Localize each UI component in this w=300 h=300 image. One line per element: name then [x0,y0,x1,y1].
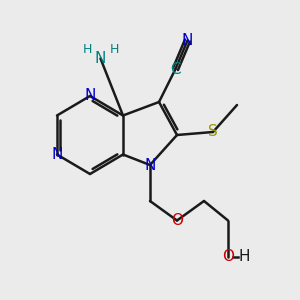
Text: N: N [84,88,96,104]
Text: O: O [222,249,234,264]
Text: O: O [171,213,183,228]
Text: H: H [109,43,119,56]
Text: S: S [208,124,218,140]
Text: C: C [170,61,181,76]
Text: N: N [182,33,193,48]
Text: N: N [95,51,106,66]
Text: N: N [144,158,156,172]
Text: N: N [51,147,63,162]
Text: H: H [239,249,250,264]
Text: H: H [82,43,92,56]
